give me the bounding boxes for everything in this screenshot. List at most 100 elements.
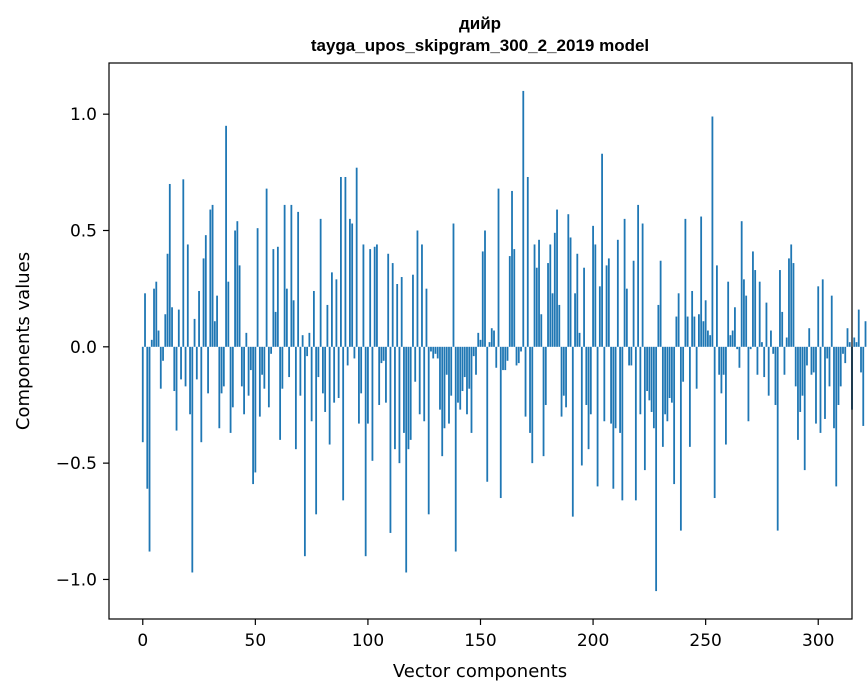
bar-60 — [276, 246, 279, 347]
bar-43 — [238, 265, 241, 347]
bar-211 — [616, 239, 619, 347]
bar-80 — [321, 346, 324, 394]
bar-70 — [299, 346, 302, 396]
bar-304 — [826, 346, 829, 359]
bar-244 — [691, 290, 694, 347]
bar-242 — [686, 316, 689, 347]
bar-193 — [576, 253, 579, 347]
bars-group — [141, 90, 867, 592]
bar-30 — [209, 209, 212, 347]
x-tick-label-100: 100 — [352, 631, 384, 651]
bar-249 — [702, 321, 705, 347]
bar-19 — [184, 346, 187, 387]
bar-101 — [369, 249, 372, 347]
bar-104 — [376, 244, 378, 347]
bar-41 — [234, 230, 236, 347]
bar-15 — [175, 346, 178, 431]
bar-31 — [211, 204, 214, 347]
bar-17 — [180, 346, 182, 380]
bar-275 — [761, 342, 763, 347]
bar-7 — [157, 330, 160, 347]
bar-141 — [459, 346, 462, 410]
bar-270 — [749, 346, 752, 350]
bar-180 — [547, 263, 549, 347]
bar-49 — [252, 346, 254, 485]
bar-183 — [553, 232, 556, 347]
bar-72 — [303, 346, 306, 557]
bar-69 — [297, 211, 300, 347]
x-tick-label-150: 150 — [464, 631, 496, 651]
bar-296 — [808, 328, 811, 347]
bar-250 — [704, 300, 707, 347]
bar-44 — [240, 346, 243, 387]
bar-316 — [853, 337, 856, 347]
bar-232 — [664, 346, 667, 415]
bar-184 — [556, 209, 558, 347]
bar-189 — [567, 214, 570, 347]
bar-299 — [815, 346, 817, 424]
bar-301 — [819, 346, 822, 433]
y-axis-label: Components values — [13, 252, 34, 430]
bar-25 — [198, 290, 200, 347]
x-tick-label-200: 200 — [577, 631, 609, 651]
bar-177 — [540, 314, 543, 347]
bar-42 — [236, 221, 239, 347]
bar-187 — [562, 346, 565, 396]
bar-56 — [267, 346, 270, 408]
bar-256 — [718, 346, 721, 375]
bar-220 — [637, 204, 640, 347]
bar-217 — [630, 346, 633, 366]
bar-216 — [628, 346, 630, 366]
bar-241 — [684, 218, 687, 347]
bar-147 — [472, 346, 475, 357]
bar-226 — [650, 346, 653, 412]
bar-172 — [529, 346, 531, 433]
bar-23 — [193, 318, 196, 347]
bar-248 — [700, 216, 703, 347]
bar-168 — [520, 346, 522, 352]
bar-102 — [371, 346, 374, 461]
bar-228 — [655, 346, 658, 592]
bar-117 — [405, 346, 408, 573]
bar-171 — [526, 176, 529, 347]
bar-1 — [144, 293, 146, 347]
bar-77 — [315, 346, 318, 515]
bar-105 — [378, 346, 381, 405]
bar-284 — [781, 311, 784, 347]
bar-26 — [200, 346, 203, 443]
bar-227 — [652, 346, 655, 429]
bar-8 — [159, 346, 162, 389]
bar-317 — [855, 342, 858, 347]
bar-167 — [517, 346, 520, 364]
bar-156 — [493, 330, 495, 347]
bar-186 — [560, 346, 563, 417]
bar-35 — [220, 346, 223, 394]
bar-64 — [285, 288, 288, 347]
bar-74 — [308, 332, 311, 347]
bar-181 — [549, 244, 552, 347]
bar-285 — [783, 346, 786, 375]
bar-218 — [632, 260, 635, 347]
bar-279 — [770, 330, 772, 347]
bar-176 — [538, 239, 540, 347]
x-tick-label-50: 50 — [245, 631, 267, 651]
bar-203 — [598, 286, 601, 347]
bar-288 — [790, 244, 793, 347]
bar-255 — [716, 265, 718, 347]
bar-290 — [794, 346, 797, 387]
bar-267 — [743, 279, 745, 347]
bar-106 — [380, 346, 383, 364]
bar-215 — [625, 288, 628, 347]
bar-137 — [450, 346, 453, 396]
bar-83 — [328, 346, 331, 445]
bar-158 — [497, 188, 500, 347]
bar-36 — [222, 346, 225, 387]
bar-179 — [544, 346, 547, 405]
bar-112 — [394, 346, 396, 450]
bar-262 — [731, 330, 734, 347]
bar-225 — [648, 346, 651, 401]
bar-38 — [227, 281, 230, 347]
bar-273 — [756, 346, 759, 375]
bar-84 — [331, 272, 333, 347]
bar-185 — [558, 304, 561, 347]
